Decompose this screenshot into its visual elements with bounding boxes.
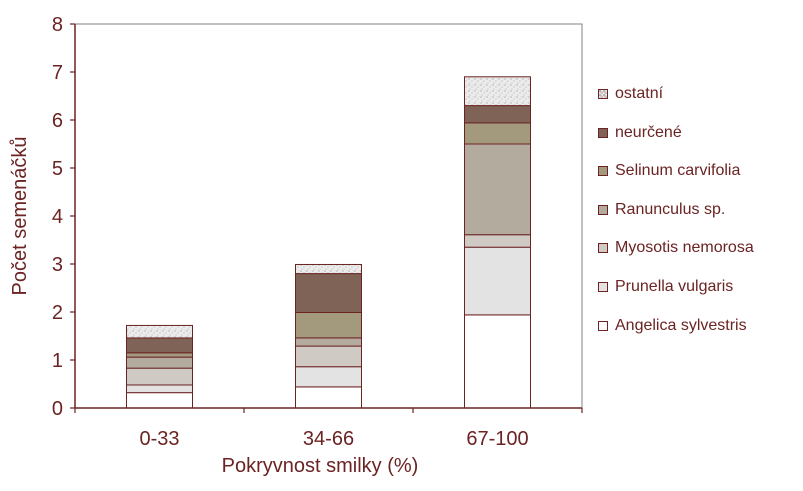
- y-axis-title: Počet semenáčků: [9, 137, 31, 296]
- bar-segment-selinum-carvifolia: [295, 311, 362, 339]
- legend-label: Angelica sylvestris: [615, 316, 747, 334]
- bar-segment-angelica-sylvestris: [126, 392, 193, 409]
- y-tick-label: 2: [52, 302, 63, 324]
- bar-segment-neurcene: [464, 105, 531, 124]
- bar-segment-ranunculus-sp: [464, 143, 531, 236]
- legend-item-ostatni: ostatní: [598, 86, 754, 125]
- bar-segment-prunella-vulgaris: [464, 246, 531, 316]
- bar-segment-prunella-vulgaris: [126, 384, 193, 394]
- bar-segment-prunella-vulgaris: [295, 366, 362, 388]
- legend-item-myosotis-nemorosa: Myosotis nemorosa: [598, 240, 754, 279]
- y-ticks-group: 0 1 2 3 4 5 6 7 8: [52, 14, 75, 420]
- legend-swatch: [598, 204, 608, 215]
- bar-segment-ostatni: [295, 263, 362, 275]
- bar-segment-selinum-carvifolia: [464, 122, 531, 145]
- bar-segment-ostatni: [126, 324, 193, 339]
- x-tick-label: 0-33: [139, 428, 179, 450]
- bar-segment-myosotis-nemorosa: [464, 234, 531, 248]
- y-tick-label: 5: [52, 158, 63, 180]
- y-tick-label: 3: [52, 254, 63, 276]
- legend-swatch: [598, 89, 608, 99]
- bar-segment-ranunculus-sp: [126, 356, 193, 369]
- legend: ostatní neurčené Selinum carvifolia Ranuncu…: [598, 86, 754, 356]
- legend-label: neurčené: [615, 123, 682, 141]
- legend-item-neurcene: neurčené: [598, 123, 754, 164]
- bar-segment-neurcene: [126, 337, 193, 354]
- y-tick-label: 1: [52, 350, 63, 372]
- y-tick-label: 6: [52, 110, 63, 132]
- bars-group: [126, 76, 531, 409]
- legend-label: Myosotis nemorosa: [615, 239, 754, 257]
- y-tick-label: 0: [52, 398, 63, 420]
- bar-segment-myosotis-nemorosa: [295, 345, 362, 368]
- x-tick-label: 67-100: [466, 428, 528, 450]
- y-tick-label: 7: [52, 62, 63, 84]
- legend-label: Selinum carvifolia: [615, 162, 741, 180]
- legend-label: ostatní: [615, 85, 664, 102]
- bar-segment-angelica-sylvestris: [295, 386, 362, 409]
- legend-swatch: [598, 320, 608, 331]
- bar-segment-selinum-carvifolia: [126, 352, 193, 358]
- legend-label: Ranunculus sp.: [615, 200, 726, 218]
- legend-swatch: [598, 127, 608, 138]
- legend-label: Prunella vulgaris: [615, 277, 734, 295]
- legend-swatch: [598, 243, 608, 254]
- bar-segment-angelica-sylvestris: [464, 314, 531, 409]
- x-tick-label: 34-66: [303, 428, 354, 450]
- bar-segment-ranunculus-sp: [295, 337, 362, 347]
- bar-segment-myosotis-nemorosa: [126, 367, 193, 386]
- legend-item-prunella-vulgaris: Prunella vulgaris: [598, 277, 754, 318]
- y-tick-label: 4: [52, 206, 63, 228]
- x-ticks-group: 0-33 34-66 67-100: [74, 408, 583, 450]
- legend-item-selinum-carvifolia: Selinum carvifolia: [598, 163, 754, 202]
- bar-segment-ostatni: [464, 76, 531, 107]
- bar-segment-neurcene: [295, 273, 362, 313]
- legend-item-ranunculus-sp: Ranunculus sp.: [598, 200, 754, 241]
- x-axis-title: Pokryvnost smilky (%): [222, 455, 419, 477]
- legend-swatch: [598, 166, 608, 177]
- y-tick-label: 8: [52, 14, 63, 36]
- legend-item-angelica-sylvestris: Angelica sylvestris: [598, 316, 754, 357]
- legend-swatch: [598, 281, 608, 292]
